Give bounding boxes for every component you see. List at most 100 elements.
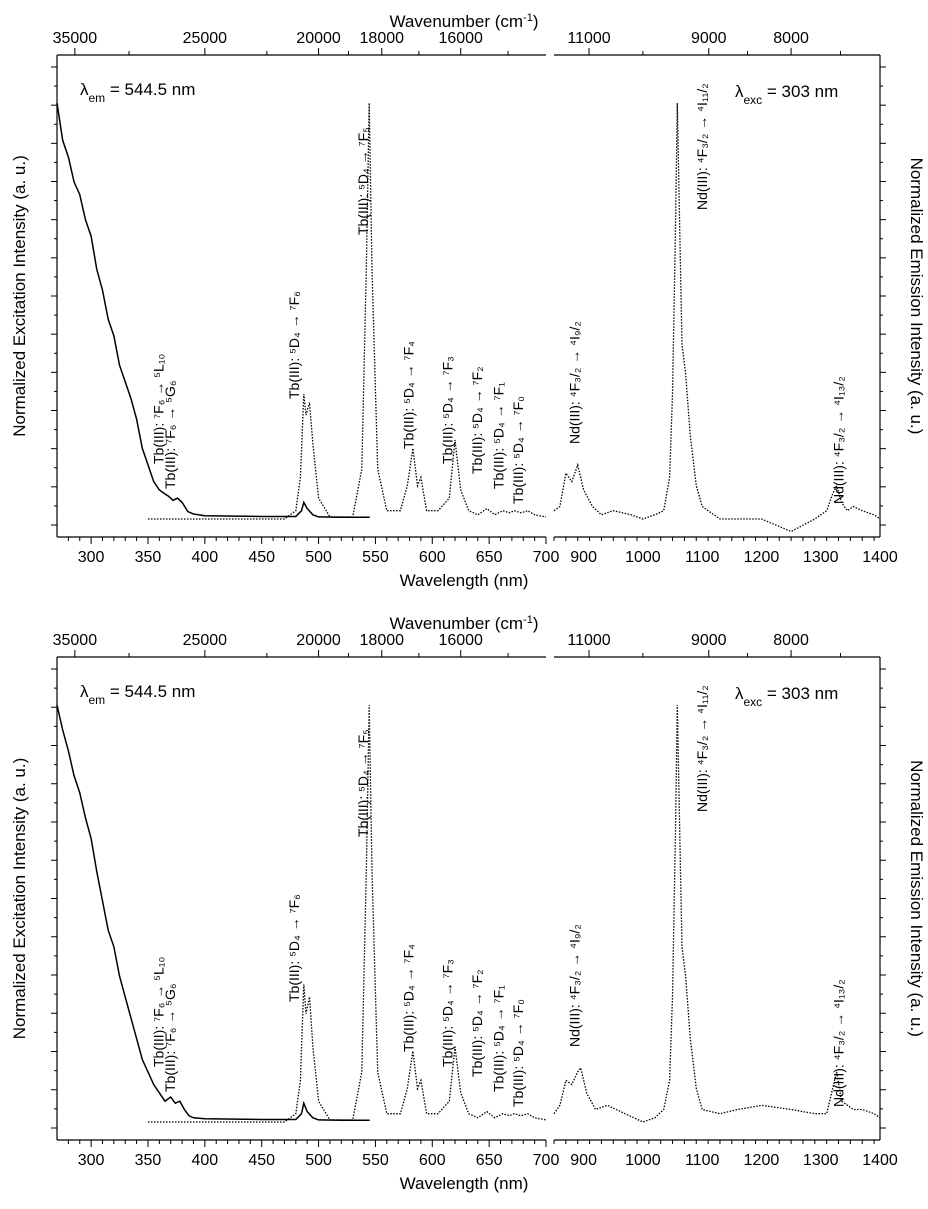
x-tick-label: 400 [191,1152,218,1169]
lambda: λ [80,80,89,99]
x-tick-label: 600 [419,1152,446,1169]
top-tick-label: 8000 [773,30,809,47]
x-tick-label: 1100 [685,549,720,566]
top-tick-label: 35000 [53,632,98,649]
top-axis-title-sup: -1 [523,614,533,626]
series-line-0 [56,704,370,1122]
emission-wavelength-label: λem = 544.5 nm [80,682,195,707]
transition-label: Nd(III): ⁴F₃/₂ → ⁴I₁₃/₂ [830,376,846,504]
transition-label: Tb(III): ⁵D₄ → ⁷F₅ [355,127,371,235]
x-tick-label: 350 [135,549,162,566]
x-tick-label: 500 [305,1152,332,1169]
lambda-sub: exc [744,695,763,709]
transition-label: Tb(III): ⁵D₄ → ⁷F₆ [286,894,302,1002]
top-tick-label: 35000 [53,30,98,47]
x-tick-label: 1200 [744,1152,780,1169]
x-tick-label: 700 [533,549,560,566]
top-tick-label: 25000 [183,632,228,649]
x-tick-label: 1100 [685,1152,720,1169]
lambda-value: = 303 nm [762,82,838,101]
transition-label: Tb(III): ⁵D₄ → ⁷F₃ [439,356,455,464]
x-tick-label: 1200 [744,549,780,566]
x-tick-label: 1300 [803,549,839,566]
emission-wavelength-label: λem = 544.5 nm [80,80,195,105]
lambda-sub: em [89,693,106,707]
top-axis-title: Wavenumber (cm-1) [390,12,539,31]
excitation-wavelength-label: λexc = 303 nm [735,82,838,107]
x-tick-label: 400 [191,549,218,566]
x-tick-label: 450 [248,1152,275,1169]
x-tick-label: 900 [570,549,597,566]
series-line-1 [148,704,547,1123]
y-axis-title-right: Normalized Emission Intensity (a. u.) [907,158,926,435]
top-tick-label: 16000 [438,30,483,47]
top-axis-title-end: ) [533,12,539,31]
transition-label: Tb(III): ⁷F₆ → ⁵G₆ [162,984,178,1093]
top-axis-title-sup: -1 [523,12,533,24]
chart-panel-top: 300 350 400 450 500 550 600 650 700 900 1000 1100 12… [10,12,926,590]
transition-label: Tb(III): ⁵D₄ → ⁷F₆ [286,291,302,399]
transition-label: Tb(III): ⁵D₄ → ⁷F₁ [490,382,506,489]
lambda-sub: em [89,91,106,105]
lambda-value: = 303 nm [762,684,838,703]
x-tick-label: 500 [305,549,332,566]
x-tick-label: 550 [362,549,389,566]
x-tick-label: 550 [362,1152,389,1169]
transition-label: Nd(III): ⁴F₃/₂ → ⁴I₉/₂ [567,924,583,1047]
top-tick-label: 20000 [296,632,341,649]
top-tick-label: 8000 [773,632,809,649]
x-tick-label: 1400 [862,549,898,566]
x-tick-label: 1000 [625,1152,661,1169]
top-axis-title-text: Wavenumber (cm [390,12,524,31]
x-tick-label: 900 [570,1152,597,1169]
lambda: λ [735,684,744,703]
x-tick-label: 600 [419,549,446,566]
top-tick-label: 11000 [567,30,610,47]
top-tick-label: 9000 [691,632,727,649]
x-tick-label: 650 [476,549,503,566]
transition-label: Nd(III): ⁴F₃/₂ → ⁴I₁₁/₂ [694,83,710,210]
series-line-2 [553,102,881,533]
x-axis-title: Wavelength (nm) [400,571,529,590]
transition-label: Tb(III): ⁵D₄ → ⁷F₀ [510,396,526,504]
transition-label: Nd(III): ⁴F₃/₂ → ⁴I₁₁/₂ [694,685,710,812]
y-axis-title-left: Normalized Excitation Intensity (a. u.) [10,155,29,437]
lambda-sub: exc [744,93,763,107]
x-tick-label: 1300 [803,1152,839,1169]
top-axis-title: Wavenumber (cm-1) [390,614,539,633]
series-line-2 [553,704,881,1123]
top-axis-title-end: ) [533,614,539,633]
top-tick-label: 20000 [296,30,341,47]
x-tick-label: 1400 [862,1152,898,1169]
x-tick-label: 650 [476,1152,503,1169]
transition-label: Tb(III): ⁵D₄ → ⁷F₄ [401,944,417,1052]
top-tick-label: 9000 [691,30,727,47]
top-axis-title-text: Wavenumber (cm [390,614,524,633]
transition-label: Tb(III): ⁵D₄ → ⁷F₀ [510,999,526,1107]
lambda: λ [80,682,89,701]
top-tick-label: 11000 [567,632,610,649]
x-tick-label: 300 [78,1152,105,1169]
transition-label: Tb(III): ⁵D₄ → ⁷F₃ [439,959,455,1067]
x-tick-label: 300 [78,549,105,566]
y-axis-title-right: Normalized Emission Intensity (a. u.) [907,760,926,1037]
transition-label: Tb(III): ⁵D₄ → ⁷F₄ [401,341,417,449]
lambda-value: = 544.5 nm [105,80,195,99]
series-line-1 [148,102,547,520]
transition-label: Tb(III): ⁵D₄ → ⁷F₅ [355,729,371,837]
transition-label: Tb(III): ⁷F₆ → ⁵G₆ [162,381,178,490]
chart-panel-bottom: 300 350 400 450 500 550 600 650 700 900 1000 1100 12… [10,614,926,1193]
transition-label: Tb(III): ⁵D₄ → ⁷F₂ [469,366,485,474]
x-tick-label: 450 [248,549,275,566]
transition-label: Tb(III): ⁷F₆ → ⁵L₁₀ [150,957,166,1067]
x-tick-label: 1000 [625,549,661,566]
transition-label: Nd(III): ⁴F₃/₂ → ⁴I₉/₂ [567,321,583,444]
x-tick-label: 700 [533,1152,560,1169]
series-line-0 [56,102,370,519]
excitation-wavelength-label: λexc = 303 nm [735,684,838,709]
top-tick-label: 25000 [183,30,228,47]
lambda-value: = 544.5 nm [105,682,195,701]
transition-label: Nd(III): ⁴F₃/₂ → ⁴I₁₃/₂ [830,979,846,1107]
